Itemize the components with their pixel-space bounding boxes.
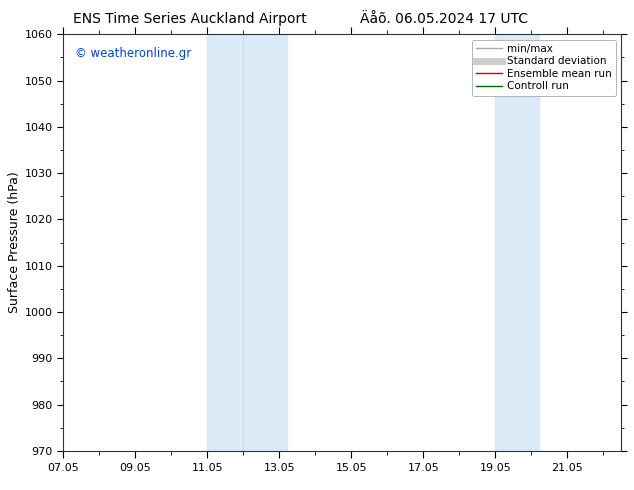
Text: © weatheronline.gr: © weatheronline.gr [75,47,191,60]
Legend: min/max, Standard deviation, Ensemble mean run, Controll run: min/max, Standard deviation, Ensemble me… [472,40,616,96]
Bar [243,34,287,451]
Text: Äåõ. 06.05.2024 17 UTC: Äåõ. 06.05.2024 17 UTC [360,12,527,26]
Bar [207,34,243,451]
Text: ENS Time Series Auckland Airport: ENS Time Series Auckland Airport [74,12,307,26]
Y-axis label: Surface Pressure (hPa): Surface Pressure (hPa) [8,172,21,314]
Bar [495,34,538,451]
